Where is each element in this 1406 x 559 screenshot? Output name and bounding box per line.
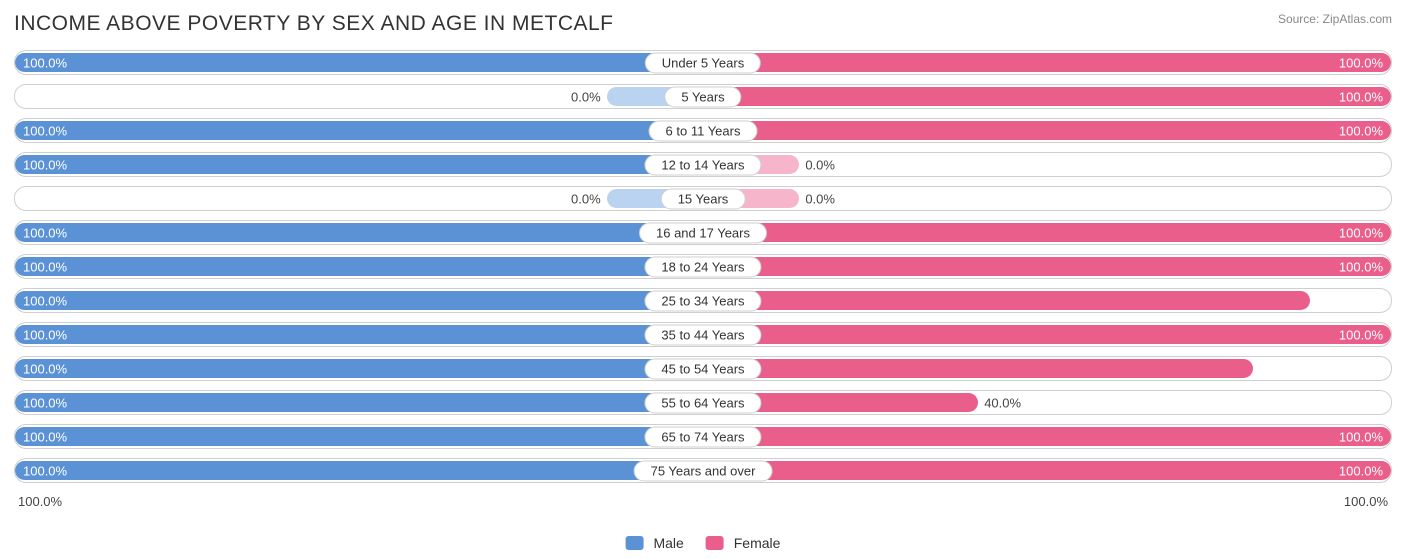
male-bar [15,427,703,446]
male-bar [15,359,703,378]
male-bar [15,155,703,174]
category-pill: 15 Years [661,188,746,209]
axis-labels: 100.0% 100.0% [14,492,1392,509]
category-pill: 45 to 54 Years [644,358,761,379]
male-value-label: 100.0% [23,327,67,342]
category-pill: 25 to 34 Years [644,290,761,311]
category-pill: 12 to 14 Years [644,154,761,175]
female-value-label: 100.0% [1339,123,1383,138]
bar-row: 100.0% 100.0% 6 to 11 Years [14,118,1392,143]
category-pill: 35 to 44 Years [644,324,761,345]
female-bar [703,121,1391,140]
male-value-label: 100.0% [23,157,67,172]
bar-row: 100.0% 88.2% 25 to 34 Years [14,288,1392,313]
legend-swatch-male [626,536,644,550]
female-bar [703,325,1391,344]
source-attribution: Source: ZipAtlas.com [1278,12,1392,26]
female-bar [703,53,1391,72]
bar-row: 100.0% 100.0% 75 Years and over [14,458,1392,483]
bar-row: 0.0% 100.0% 5 Years [14,84,1392,109]
male-bar [15,53,703,72]
bar-row: 100.0% 80.0% 45 to 54 Years [14,356,1392,381]
axis-left-label: 100.0% [18,494,62,509]
female-value-label: 100.0% [1339,89,1383,104]
female-value-label: 88.2% [1346,293,1383,308]
female-bar [703,359,1253,378]
male-value-label: 0.0% [571,191,601,206]
male-value-label: 100.0% [23,123,67,138]
category-pill: 6 to 11 Years [649,120,758,141]
bar-row: 100.0% 100.0% Under 5 Years [14,50,1392,75]
male-bar [15,223,703,242]
male-bar [15,257,703,276]
bar-rows: 100.0% 100.0% Under 5 Years 0.0% 100.0% 5 Yea… [14,50,1392,483]
female-bar [703,291,1310,310]
category-pill: 18 to 24 Years [644,256,761,277]
bar-row: 100.0% 100.0% 65 to 74 Years [14,424,1392,449]
male-value-label: 100.0% [23,225,67,240]
female-bar [703,87,1391,106]
category-pill: 5 Years [664,86,741,107]
male-bar [15,325,703,344]
female-value-label: 0.0% [805,157,835,172]
female-bar [703,257,1391,276]
legend-swatch-female [706,536,724,550]
legend-item-female: Female [706,535,781,551]
female-value-label: 100.0% [1339,259,1383,274]
bar-row: 0.0% 0.0% 15 Years [14,186,1392,211]
female-value-label: 100.0% [1339,327,1383,342]
male-value-label: 100.0% [23,429,67,444]
bar-row: 100.0% 100.0% 18 to 24 Years [14,254,1392,279]
female-value-label: 80.0% [1346,361,1383,376]
category-pill: 16 and 17 Years [639,222,767,243]
male-value-label: 100.0% [23,293,67,308]
female-value-label: 100.0% [1339,225,1383,240]
legend: Male Female [626,535,781,551]
male-bar [15,461,703,480]
female-value-label: 100.0% [1339,463,1383,478]
legend-label-male: Male [653,535,683,551]
axis-right-label: 100.0% [1344,494,1388,509]
female-value-label: 40.0% [984,395,1021,410]
category-pill: 75 Years and over [634,460,773,481]
male-value-label: 100.0% [23,361,67,376]
bar-row: 100.0% 0.0% 12 to 14 Years [14,152,1392,177]
female-value-label: 0.0% [805,191,835,206]
male-value-label: 0.0% [571,89,601,104]
header: INCOME ABOVE POVERTY BY SEX AND AGE IN M… [14,12,1392,36]
category-pill: 55 to 64 Years [644,392,761,413]
male-value-label: 100.0% [23,55,67,70]
bar-row: 100.0% 100.0% 35 to 44 Years [14,322,1392,347]
legend-item-male: Male [626,535,684,551]
legend-label-female: Female [734,535,781,551]
male-bar [15,121,703,140]
female-bar [703,427,1391,446]
chart-container: INCOME ABOVE POVERTY BY SEX AND AGE IN M… [0,0,1406,559]
category-pill: 65 to 74 Years [644,426,761,447]
bar-row: 100.0% 40.0% 55 to 64 Years [14,390,1392,415]
male-bar [15,393,703,412]
category-pill: Under 5 Years [645,52,761,73]
male-value-label: 100.0% [23,463,67,478]
male-value-label: 100.0% [23,259,67,274]
female-bar [703,461,1391,480]
female-value-label: 100.0% [1339,55,1383,70]
bar-row: 100.0% 100.0% 16 and 17 Years [14,220,1392,245]
female-bar [703,223,1391,242]
female-value-label: 100.0% [1339,429,1383,444]
chart-title: INCOME ABOVE POVERTY BY SEX AND AGE IN M… [14,12,614,36]
male-value-label: 100.0% [23,395,67,410]
male-bar [15,291,703,310]
